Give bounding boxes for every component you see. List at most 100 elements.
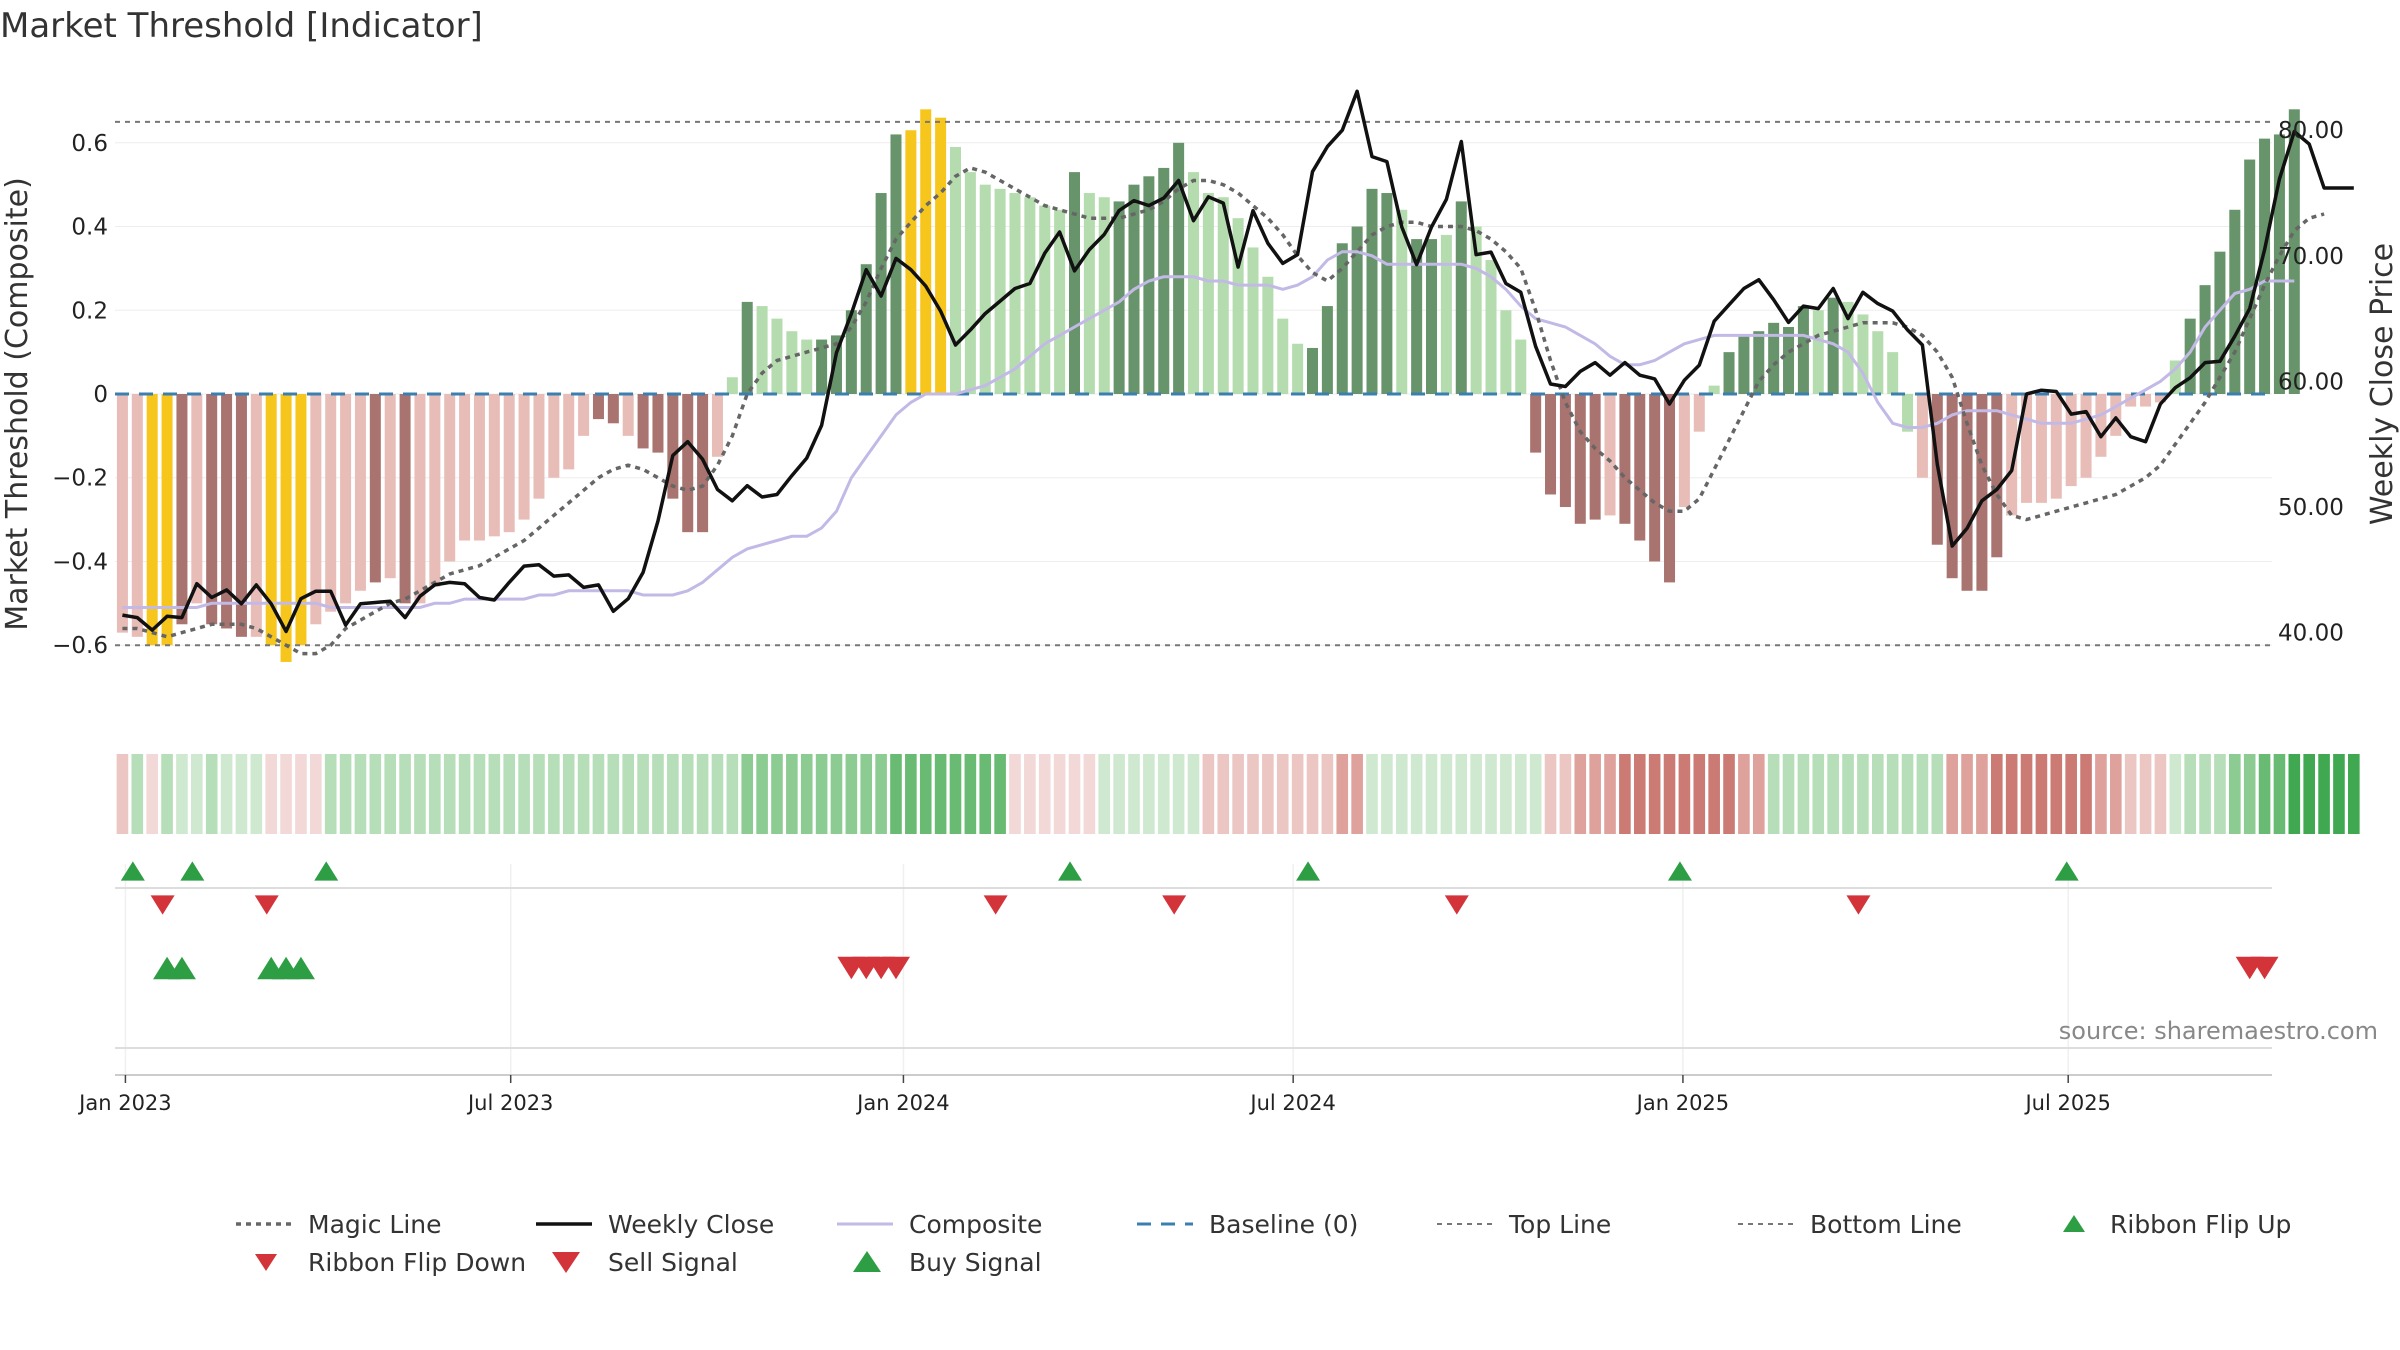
ribbon-cell	[458, 754, 471, 834]
legend-item-buy: Buy Signal	[853, 1248, 1042, 1277]
ribbon-cell	[830, 754, 843, 834]
composite-bar	[459, 394, 471, 541]
composite-bar	[131, 394, 143, 637]
composite-bar	[1307, 347, 1319, 394]
composite-bar	[1976, 394, 1988, 591]
ribbon-cell	[681, 754, 694, 834]
ribbon-cell	[2035, 754, 2048, 834]
composite-bar	[310, 394, 322, 625]
composite-bar	[771, 318, 783, 394]
ribbon-cell	[592, 754, 605, 834]
y-tick-label: 0	[93, 382, 108, 408]
ribbon-cell	[205, 754, 218, 834]
composite-bar	[1411, 239, 1423, 394]
composite-bar	[1574, 394, 1586, 524]
ribbon-cell	[890, 754, 902, 834]
ribbon-cell	[280, 754, 292, 834]
composite-bar	[637, 394, 649, 449]
composite-bar	[414, 394, 426, 604]
legend-item-sell: Sell Signal	[552, 1248, 738, 1277]
ribbon-cell	[1842, 754, 1854, 834]
ribbon-cell	[131, 754, 144, 834]
ribbon-cell	[1529, 754, 1542, 834]
composite-bars	[116, 109, 2300, 662]
date-tick-label: Jul 2023	[466, 1091, 553, 1115]
ribbon-cell	[2229, 754, 2241, 834]
ribbon-cell	[384, 754, 397, 834]
legend-label: Baseline (0)	[1209, 1210, 1358, 1239]
composite-bar	[161, 394, 173, 646]
composite-bar	[2110, 394, 2122, 436]
composite-bar	[1455, 201, 1467, 394]
ribbon-cell	[191, 754, 203, 834]
ribbon-flip-up-marker	[120, 861, 145, 881]
ribbon-cell	[2110, 754, 2122, 834]
composite-bar	[1232, 218, 1244, 394]
composite-bar	[235, 394, 247, 637]
composite-bar	[1321, 306, 1333, 394]
composite-bar	[1604, 394, 1616, 516]
y2-tick-label: 50.00	[2278, 495, 2344, 521]
ribbon-cell	[2154, 754, 2167, 834]
ribbon-cell	[1544, 754, 1557, 834]
composite-bar	[2214, 251, 2226, 394]
composite-bar	[176, 394, 188, 625]
ribbon-cell	[1589, 754, 1601, 834]
ribbon-cell	[220, 754, 233, 834]
ribbon-cell	[1812, 754, 1825, 834]
ribbon-cell	[2124, 754, 2137, 834]
ribbon-cell	[295, 754, 307, 834]
magic-line	[122, 166, 2325, 656]
date-tick-label: Jan 2025	[1635, 1091, 1730, 1115]
composite-bar	[1217, 197, 1229, 394]
ribbon-cell	[2333, 754, 2345, 834]
sell-signal-marker	[2250, 956, 2279, 980]
ribbon-cell	[696, 754, 709, 834]
ribbon-cell	[875, 754, 887, 834]
ribbon-cell	[354, 754, 367, 834]
ribbon-cell	[1291, 754, 1304, 834]
ribbon-cell	[161, 754, 173, 834]
composite-bar	[1664, 394, 1676, 583]
ribbon-cell	[1440, 754, 1453, 834]
ribbon-cell	[949, 754, 962, 834]
ribbon-cell	[607, 754, 620, 834]
ribbon-cell	[934, 754, 947, 834]
weekly-close-line	[122, 89, 2354, 634]
ribbon-cell	[1143, 754, 1155, 834]
ribbon-cell	[1723, 754, 1735, 834]
composite-bar	[1396, 209, 1408, 394]
legend-label: Ribbon Flip Down	[308, 1248, 526, 1277]
composite-bar	[1961, 394, 1973, 591]
composite-bar	[2140, 394, 2152, 407]
chart-title: Market Threshold [Indicator]	[0, 6, 483, 46]
composite-bar	[191, 394, 203, 604]
legend-item-close: Weekly Close	[536, 1210, 774, 1239]
legend-item-top: Top Line	[1437, 1210, 1611, 1239]
indicator-lines	[115, 89, 2354, 656]
composite-bar	[1158, 167, 1170, 394]
composite-bar	[2288, 109, 2300, 394]
y2-axis-label: Weekly Close Price	[2365, 243, 2400, 525]
ribbon-cell	[2005, 754, 2018, 834]
composite-bar	[444, 394, 456, 562]
composite-bar	[935, 117, 947, 395]
legend-label: Ribbon Flip Up	[2110, 1210, 2291, 1239]
ribbon-cell	[1247, 754, 1259, 834]
ribbon-cell	[1321, 754, 1334, 834]
sell-signal-marker	[881, 956, 910, 980]
composite-bar	[146, 394, 158, 646]
composite-bar	[622, 394, 634, 436]
ribbon-cell	[964, 754, 977, 834]
legend-item-flip_up: Ribbon Flip Up	[2063, 1210, 2291, 1239]
ribbon-cell	[1916, 754, 1929, 834]
ribbon-cell	[2288, 754, 2301, 834]
composite-bar	[1262, 276, 1274, 394]
composite-bar	[1783, 327, 1795, 394]
y2-tick-label: 70.00	[2278, 244, 2344, 270]
ribbon-flip-down-marker	[1444, 895, 1469, 915]
legend-label: Buy Signal	[909, 1248, 1042, 1277]
composite-bar	[2095, 394, 2107, 457]
date-tick-label: Jul 2025	[2023, 1091, 2110, 1115]
